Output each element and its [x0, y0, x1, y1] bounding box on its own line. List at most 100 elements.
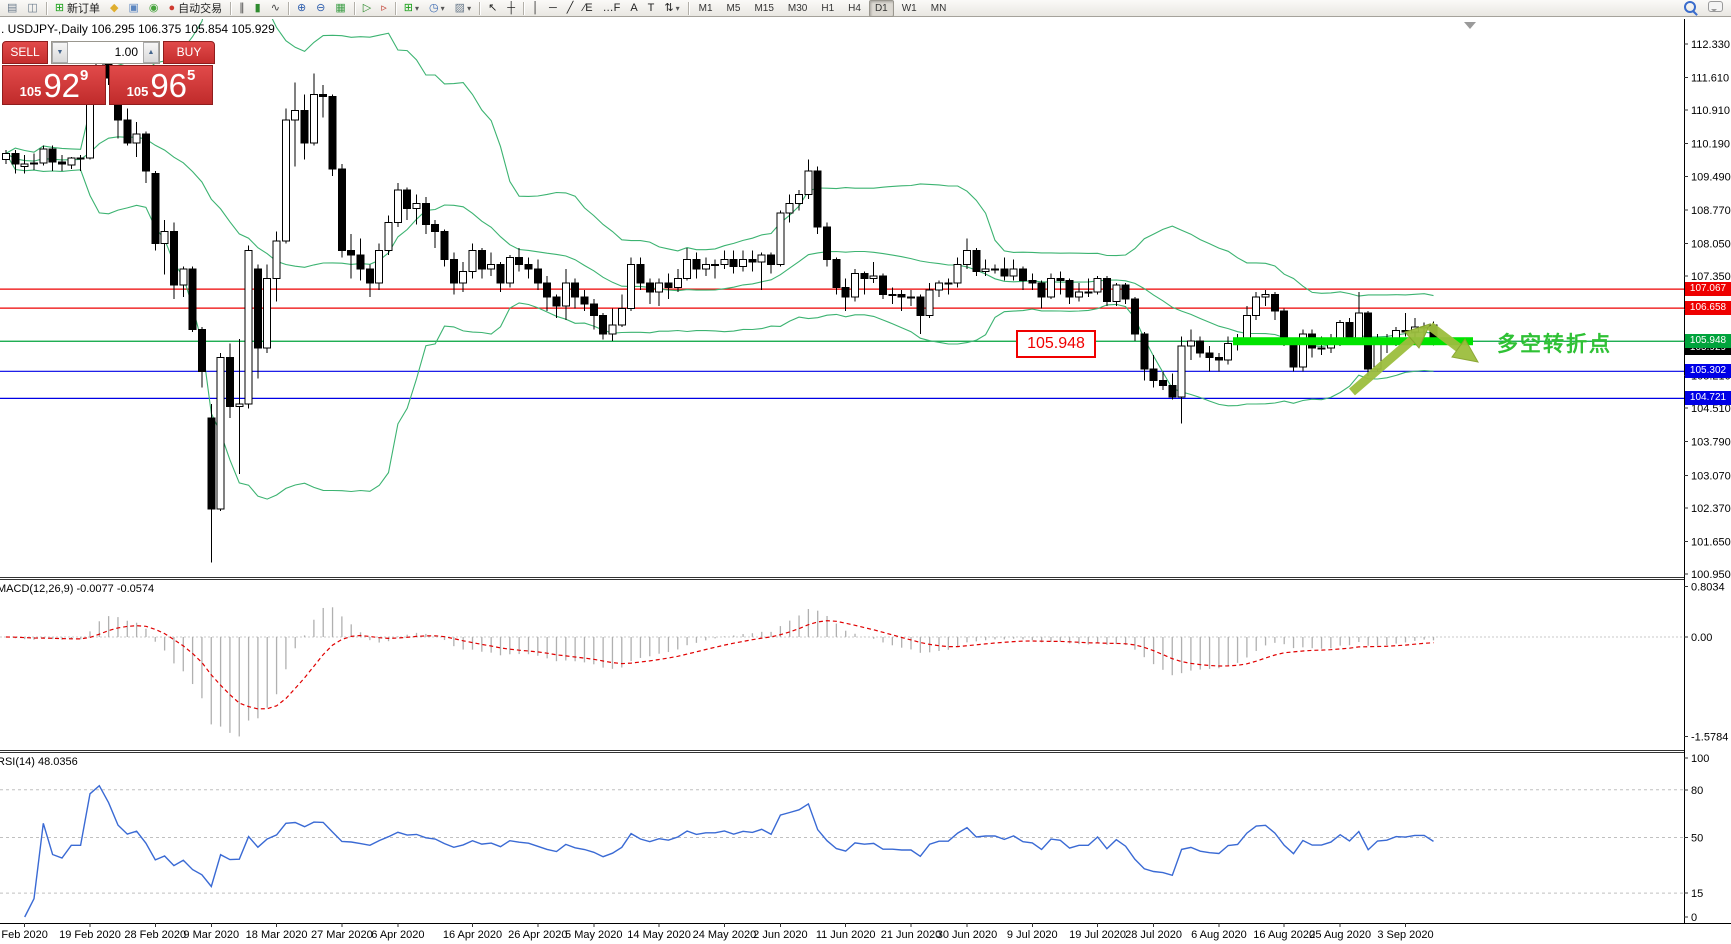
- candlestick-chart-icon[interactable]: ▮: [251, 0, 265, 17]
- timeframe-m15-button[interactable]: M15: [754, 2, 774, 14]
- svg-text:111.610: 111.610: [1691, 73, 1729, 85]
- timeframe-m1-button[interactable]: M1: [698, 2, 713, 14]
- profiles-icon[interactable]: ◫: [23, 0, 41, 17]
- svg-text:112.330: 112.330: [1691, 39, 1730, 51]
- svg-text:2 Jun 2020: 2 Jun 2020: [753, 929, 807, 941]
- strategy-tester-icon-glyph: ▣: [128, 1, 139, 14]
- periods-button[interactable]: ◷ ▾: [429, 1, 445, 14]
- vertical-line-icon[interactable]: │: [528, 0, 543, 17]
- buy-price-prefix: 105: [126, 84, 149, 99]
- volume-input[interactable]: 1.00: [114, 45, 138, 59]
- fibonacci-icon[interactable]: …F: [599, 0, 625, 17]
- channel-icon[interactable]: ∕E: [579, 0, 596, 17]
- svg-text:24 May 2020: 24 May 2020: [693, 929, 757, 941]
- price-level-label: 105.948: [1685, 334, 1731, 348]
- text-label-icon[interactable]: T: [644, 0, 659, 17]
- price-level-label: 106.658: [1685, 301, 1731, 315]
- sell-price-prefix: 105: [19, 84, 42, 99]
- svg-text:110.910: 110.910: [1691, 105, 1730, 117]
- buy-button[interactable]: BUY: [163, 41, 215, 64]
- sell-price-display[interactable]: 105 92 9: [2, 65, 106, 105]
- zoom-in-icon-glyph: ⊕: [296, 1, 307, 14]
- toolbar-right-group: [1684, 0, 1723, 16]
- timeframe-h4-button[interactable]: H4: [848, 2, 861, 14]
- volume-decrease-button[interactable]: ▼: [52, 42, 68, 63]
- toolbar-separator: [479, 1, 481, 15]
- bar-chart-icon[interactable]: ∥: [235, 0, 249, 17]
- text-icon[interactable]: A: [626, 0, 641, 17]
- timeframe-w1-button[interactable]: W1: [901, 2, 917, 14]
- svg-text:21 Jun 2020: 21 Jun 2020: [881, 929, 942, 941]
- crosshair-icon-glyph: ┼: [507, 1, 516, 14]
- price-callout-label[interactable]: 105.948: [1016, 330, 1096, 358]
- svg-text:15: 15: [1691, 888, 1703, 900]
- vertical-line-icon-glyph: │: [532, 1, 539, 14]
- timeframe-m30-button[interactable]: M30: [787, 2, 808, 14]
- volume-increase-button[interactable]: ▲: [143, 42, 159, 63]
- price-level-label: 104.721: [1685, 391, 1731, 405]
- channel-icon-glyph: ∕E: [583, 1, 593, 14]
- horizontal-line-icon[interactable]: ─: [545, 0, 561, 17]
- tile-windows-icon[interactable]: ▦: [331, 0, 349, 17]
- zoom-out-icon[interactable]: ⊖: [312, 0, 329, 17]
- alerts-icon[interactable]: ◉: [145, 0, 163, 17]
- zoom-in-icon[interactable]: ⊕: [293, 0, 310, 17]
- templates-glyph: ▨: [454, 1, 466, 14]
- svg-text:MACD(12,26,9) -0.0077 -0.0574: MACD(12,26,9) -0.0077 -0.0574: [0, 583, 154, 595]
- timeframe-mn-button[interactable]: MN: [930, 2, 947, 14]
- svg-text:9 Mar 2020: 9 Mar 2020: [183, 929, 239, 941]
- arrows-icon-glyph: ⇅: [664, 1, 674, 14]
- timeframe-h1-button[interactable]: H1: [821, 2, 835, 14]
- svg-text:19 Jul 2020: 19 Jul 2020: [1069, 929, 1126, 941]
- auto-scroll-icon-glyph: ▷: [362, 1, 372, 14]
- indicators-button[interactable]: ⊞ ▾: [403, 1, 420, 14]
- timeframe-m5-button[interactable]: M5: [726, 2, 741, 14]
- svg-text:5 May 2020: 5 May 2020: [565, 929, 622, 941]
- svg-text:25 Aug 2020: 25 Aug 2020: [1309, 929, 1371, 941]
- line-chart-icon[interactable]: ∿: [267, 0, 284, 17]
- toolbar-separator: [45, 1, 47, 15]
- svg-text:104.510: 104.510: [1691, 403, 1731, 415]
- svg-text:28 Feb 2020: 28 Feb 2020: [124, 929, 186, 941]
- arrows-icon[interactable]: ⇅ ▾: [664, 1, 680, 14]
- svg-text:19 Feb 2020: 19 Feb 2020: [59, 929, 121, 941]
- svg-text:Feb 2020: Feb 2020: [1, 929, 47, 941]
- chart-shift-icon[interactable]: ▹: [377, 0, 391, 17]
- sell-button[interactable]: SELL: [2, 41, 48, 64]
- cursor-icon-glyph: ↖: [488, 1, 498, 14]
- svg-text:RSI(14) 48.0356: RSI(14) 48.0356: [0, 756, 78, 768]
- strategy-tester-icon[interactable]: ▣: [125, 0, 143, 17]
- auto-scroll-icon[interactable]: ▷: [359, 0, 375, 17]
- svg-text:100: 100: [1691, 753, 1709, 765]
- templates-button[interactable]: ▨ ▾: [454, 1, 472, 14]
- autotrading-button[interactable]: ● 自动交易: [168, 1, 223, 16]
- svg-text:109.490: 109.490: [1691, 171, 1731, 183]
- indicators-glyph: ⊞: [403, 1, 414, 14]
- horizontal-line-icon-glyph: ─: [548, 1, 557, 14]
- turning-point-annotation[interactable]: 多空转折点: [1497, 333, 1612, 356]
- main-toolbar: ▤ ◫ ⊞ 新订单 ◆ ▣ ◉ ● 自动交易 ∥ ▮ ∿ ⊕ ⊖ ▦ ▷ ▹ ⊞ ▾ ◷ ▾ ▨ ▾ ↖ ┼ │ ─ ╱ ∕E …F A T ⇅…: [0, 0, 1731, 17]
- text-label-icon-glyph: T: [647, 1, 655, 14]
- toolbar-separator: [287, 1, 289, 15]
- buy-price-display[interactable]: 105 96 5: [109, 65, 213, 105]
- svg-text:-1.5784: -1.5784: [1691, 731, 1728, 743]
- cursor-icon[interactable]: ↖: [484, 0, 501, 17]
- crosshair-icon[interactable]: ┼: [503, 0, 519, 17]
- search-button[interactable]: [1684, 0, 1696, 16]
- toolbar-separator: [687, 1, 689, 15]
- svg-text:27 Mar 2020: 27 Mar 2020: [311, 929, 373, 941]
- candlestick-chart-icon-glyph: ▮: [254, 1, 261, 14]
- timeframe-d1-button[interactable]: D1: [868, 0, 894, 17]
- new-order-button[interactable]: ⊞ 新订单: [54, 1, 101, 16]
- svg-text:6 Aug 2020: 6 Aug 2020: [1191, 929, 1247, 941]
- svg-text:6 Apr 2020: 6 Apr 2020: [371, 929, 424, 941]
- svg-text:102.370: 102.370: [1691, 503, 1731, 515]
- trendline-icon[interactable]: ╱: [563, 0, 578, 17]
- metaeditor-icon[interactable]: ◆: [106, 0, 122, 17]
- autotrading-glyph: ●: [168, 1, 176, 14]
- volume-stepper: ▼ 1.00 ▲: [51, 41, 160, 64]
- new-chart-icon[interactable]: ▤: [3, 0, 21, 17]
- chat-button[interactable]: [1708, 1, 1723, 15]
